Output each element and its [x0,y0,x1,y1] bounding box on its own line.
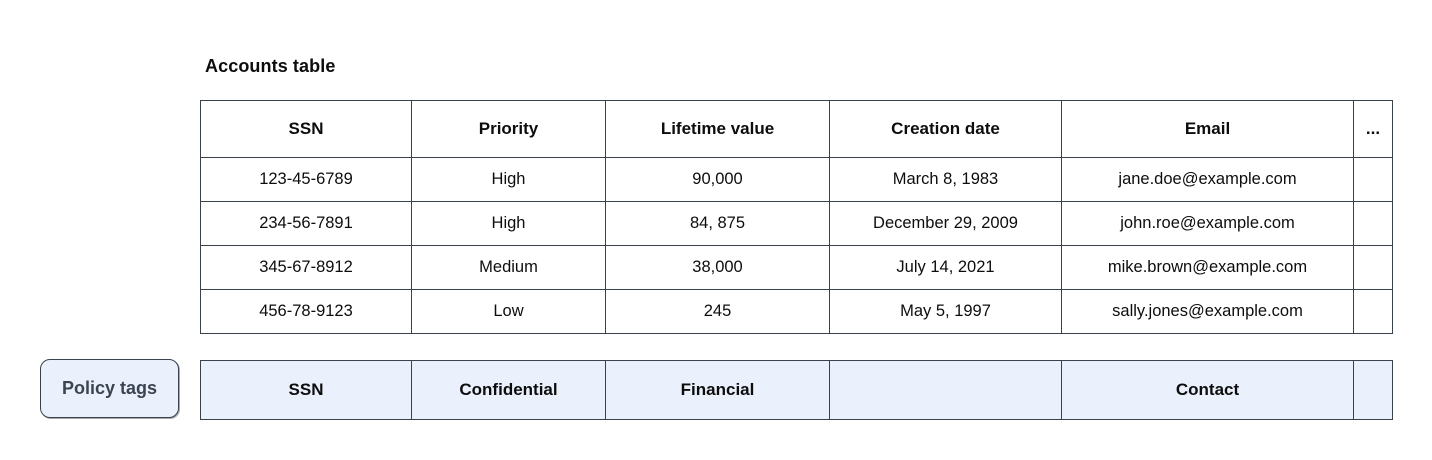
cell-lifetime-value: 38,000 [605,245,830,290]
cell-email: sally.jones@example.com [1061,289,1354,334]
policy-tag-financial: Financial [605,360,830,420]
header-cell-email: Email [1061,100,1354,158]
policy-tags-label[interactable]: Policy tags [40,359,179,418]
cell-more [1353,245,1393,290]
table-row: 234-56-7891 High 84, 875 December 29, 20… [200,201,1393,246]
header-cell-creation-date: Creation date [829,100,1062,158]
cell-ssn: 234-56-7891 [200,201,412,246]
cell-priority: Low [411,289,606,334]
cell-creation-date: July 14, 2021 [829,245,1062,290]
accounts-table: SSN Priority Lifetime value Creation dat… [200,100,1393,334]
cell-ssn: 456-78-9123 [200,289,412,334]
header-cell-lifetime-value: Lifetime value [605,100,830,158]
accounts-header-row: SSN Priority Lifetime value Creation dat… [200,100,1393,158]
cell-ssn: 345-67-8912 [200,245,412,290]
table-row: 345-67-8912 Medium 38,000 July 14, 2021 … [200,245,1393,290]
cell-creation-date: May 5, 1997 [829,289,1062,334]
policy-tags-row: SSN Confidential Financial Contact [200,360,1393,420]
accounts-table-title: Accounts table [205,56,336,76]
policy-tag-contact: Contact [1061,360,1354,420]
cell-priority: Medium [411,245,606,290]
policy-tag-confidential: Confidential [411,360,606,420]
table-row: 123-45-6789 High 90,000 March 8, 1983 ja… [200,157,1393,202]
cell-more [1353,157,1393,202]
cell-priority: High [411,157,606,202]
header-cell-ssn: SSN [200,100,412,158]
cell-more [1353,289,1393,334]
policy-tag-ssn: SSN [200,360,412,420]
header-cell-priority: Priority [411,100,606,158]
policy-tag-empty [829,360,1062,420]
cell-email: jane.doe@example.com [1061,157,1354,202]
cell-lifetime-value: 245 [605,289,830,334]
cell-lifetime-value: 90,000 [605,157,830,202]
table-row: 456-78-9123 Low 245 May 5, 1997 sally.jo… [200,289,1393,334]
cell-email: john.roe@example.com [1061,201,1354,246]
policy-tag-empty-more [1353,360,1393,420]
policy-tag-cells: SSN Confidential Financial Contact [200,360,1393,420]
cell-creation-date: December 29, 2009 [829,201,1062,246]
header-cell-more-columns: ... [1353,100,1393,158]
cell-creation-date: March 8, 1983 [829,157,1062,202]
cell-lifetime-value: 84, 875 [605,201,830,246]
cell-ssn: 123-45-6789 [200,157,412,202]
cell-priority: High [411,201,606,246]
cell-more [1353,201,1393,246]
cell-email: mike.brown@example.com [1061,245,1354,290]
